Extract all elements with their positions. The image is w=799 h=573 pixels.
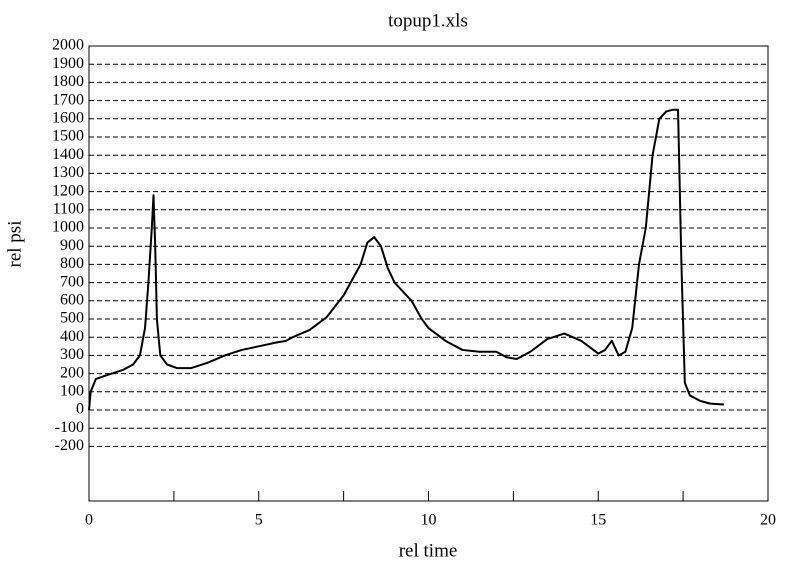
y-tick-label: 1100	[53, 200, 84, 217]
y-tick-label: 600	[60, 291, 84, 308]
y-tick-label: 1900	[52, 55, 84, 72]
x-axis-label: rel time	[399, 540, 458, 561]
y-tick-label: 1400	[52, 146, 84, 163]
y-tick-label: 2000	[52, 37, 84, 54]
y-axis-label: rel psi	[4, 221, 25, 268]
y-tick-label: -100	[55, 419, 84, 436]
y-tick-label: -200	[55, 437, 84, 454]
y-tick-label: 100	[60, 382, 84, 399]
y-tick-label: 0	[76, 401, 84, 418]
plot-frame	[88, 45, 769, 502]
y-tick-label: 900	[60, 237, 84, 254]
y-tick-label: 400	[60, 328, 84, 345]
y-tick-label: 1200	[52, 182, 84, 199]
y-tick-label: 200	[60, 364, 84, 381]
x-tick-label: 5	[255, 512, 263, 529]
y-tick-label: 300	[60, 346, 84, 363]
y-tick-label: 1300	[52, 164, 84, 181]
chart-title: topup1.xls	[388, 10, 468, 31]
x-tick-label: 10	[421, 512, 437, 529]
y-tick-label: 1500	[52, 128, 84, 145]
x-tick-label: 0	[85, 512, 93, 529]
y-tick-label: 1700	[52, 91, 84, 108]
y-tick-label: 1000	[52, 219, 84, 236]
y-tick-label: 800	[60, 255, 84, 272]
x-tick-label: 20	[760, 512, 776, 529]
x-tick-label: 15	[590, 512, 606, 529]
y-tick-label: 700	[60, 273, 84, 290]
y-tick-label: 1800	[52, 73, 84, 90]
data-line	[88, 108, 724, 411]
y-tick-label: 1600	[52, 109, 84, 126]
y-tick-label: 500	[60, 310, 84, 327]
